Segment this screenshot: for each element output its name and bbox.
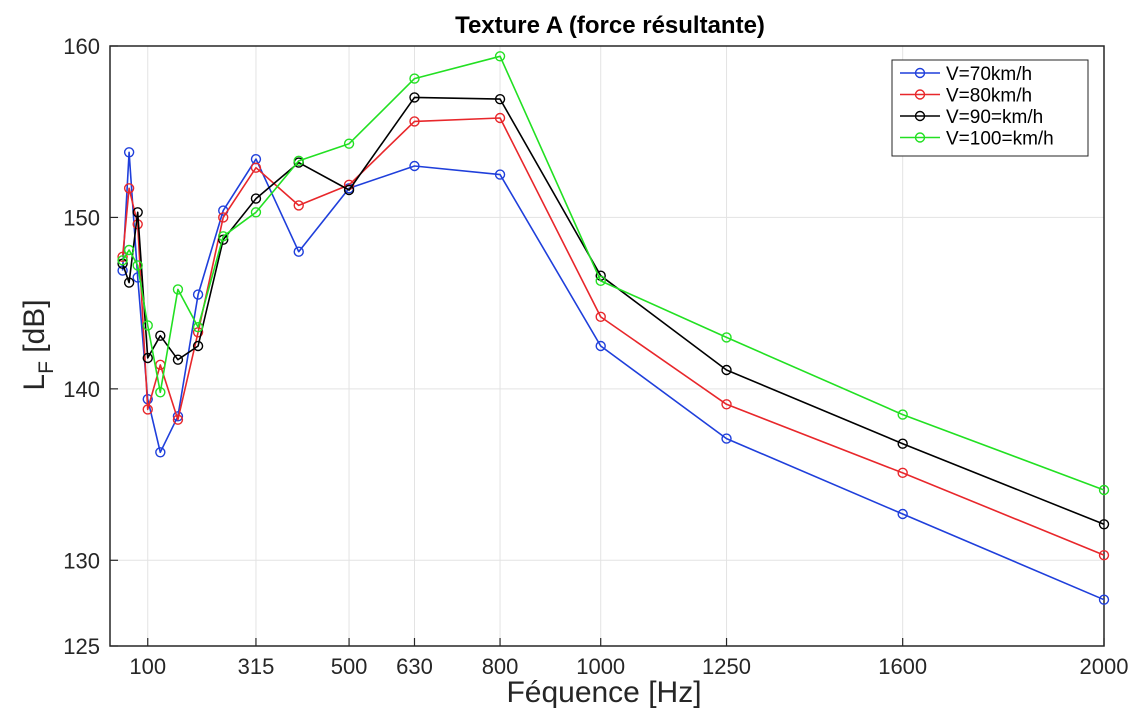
- data-point: [897, 508, 908, 520]
- data-point: [1098, 549, 1110, 561]
- legend-swatch-marker: [914, 67, 926, 79]
- data-point: [142, 320, 153, 331]
- data-point: [155, 447, 166, 458]
- series-group: [117, 51, 1110, 605]
- data-point: [409, 116, 420, 127]
- data-point: [595, 311, 606, 323]
- series-4: [117, 51, 1110, 496]
- data-point: [595, 340, 606, 352]
- data-point: [142, 352, 153, 364]
- legend-label: V=100=km/h: [946, 129, 1054, 150]
- data-point: [123, 183, 135, 194]
- legend-label: V=70km/h: [946, 64, 1032, 85]
- data-point: [343, 138, 355, 149]
- data-point: [293, 200, 304, 211]
- y-tick-label: 150: [63, 205, 100, 230]
- series-2: [117, 112, 1110, 561]
- data-point: [117, 255, 128, 266]
- x-tick-label: 2000: [1080, 654, 1129, 679]
- data-point: [172, 414, 184, 425]
- data-point: [721, 399, 732, 410]
- data-point: [172, 411, 184, 422]
- data-point: [409, 160, 420, 172]
- x-axis-label: Féquence [Hz]: [506, 676, 701, 709]
- data-point: [343, 184, 355, 196]
- data-point: [494, 51, 506, 62]
- data-point: [897, 467, 908, 479]
- data-point: [155, 330, 166, 341]
- data-point: [123, 244, 135, 256]
- y-tick-label: 125: [63, 634, 100, 659]
- y-axis-label-main: L: [18, 374, 51, 391]
- x-tick-label: 630: [396, 654, 433, 679]
- data-point: [142, 404, 153, 415]
- data-point: [293, 155, 304, 167]
- y-tick-label: 160: [63, 34, 100, 59]
- data-point: [192, 289, 204, 300]
- x-axis-ticks: 100 315 500 630 800 1000 1250 1600 2000: [129, 638, 1128, 679]
- data-point: [218, 234, 229, 245]
- data-point: [1098, 519, 1110, 530]
- data-point: [192, 321, 204, 333]
- data-point: [117, 251, 128, 263]
- x-tick-label: 500: [331, 654, 368, 679]
- data-point: [494, 112, 506, 124]
- data-point: [132, 260, 143, 271]
- data-point: [123, 147, 135, 158]
- y-axis-label: LF [dB]: [18, 299, 58, 390]
- legend-entry: V=80km/h: [900, 86, 1032, 107]
- data-point: [132, 207, 143, 218]
- data-point: [595, 275, 606, 287]
- legend-label: V=80km/h: [946, 86, 1032, 107]
- data-point: [721, 364, 732, 376]
- data-point: [250, 193, 262, 204]
- series-line: [121, 55, 1105, 491]
- x-tick-label: 1600: [878, 654, 927, 679]
- data-point: [218, 212, 229, 223]
- data-point: [721, 433, 732, 444]
- data-point: [897, 438, 908, 449]
- series-line: [121, 117, 1105, 556]
- y-tick-label: 140: [63, 377, 100, 402]
- data-point: [409, 92, 420, 103]
- data-point: [172, 354, 184, 365]
- x-tick-label: 800: [482, 654, 519, 679]
- data-point: [192, 340, 204, 352]
- data-point: [1098, 594, 1110, 605]
- data-point: [218, 231, 229, 242]
- plot-area-frame: [109, 45, 1105, 647]
- legend-swatch-marker: [914, 132, 926, 143]
- data-point: [494, 93, 506, 105]
- legend-entry: V=70km/h: [900, 64, 1032, 85]
- data-point: [123, 277, 135, 288]
- y-axis-label-subscript: F: [35, 361, 58, 374]
- y-axis-label-unit: [dB]: [18, 299, 51, 361]
- x-tick-label: 1250: [702, 654, 751, 679]
- legend-swatch-marker: [914, 89, 926, 100]
- legend-label: V=90=km/h: [946, 107, 1043, 128]
- data-point: [1098, 484, 1110, 496]
- legend: V=70km/hV=80km/hV=90=km/hV=100=km/h: [891, 59, 1089, 157]
- legend-entries: V=70km/hV=80km/hV=90=km/hV=100=km/h: [900, 64, 1054, 150]
- data-point: [250, 162, 262, 173]
- x-tick-label: 1000: [576, 654, 625, 679]
- chart-title: Texture A (force résultante): [455, 12, 765, 39]
- y-axis-ticks: 125 130 140 150 160: [63, 34, 118, 659]
- legend-entry: V=100=km/h: [900, 129, 1054, 150]
- data-point: [172, 284, 184, 295]
- legend-swatch-marker: [914, 110, 926, 122]
- data-point: [897, 409, 908, 420]
- legend-entry: V=90=km/h: [900, 107, 1043, 128]
- data-point: [155, 387, 166, 398]
- x-tick-label: 315: [238, 654, 275, 679]
- x-tick-label: 100: [129, 654, 166, 679]
- data-point: [721, 332, 732, 343]
- data-point: [250, 207, 262, 218]
- data-point: [293, 246, 304, 257]
- legend-box: [891, 59, 1089, 157]
- y-tick-label: 130: [63, 548, 100, 573]
- data-point: [494, 169, 506, 180]
- data-point: [409, 73, 420, 84]
